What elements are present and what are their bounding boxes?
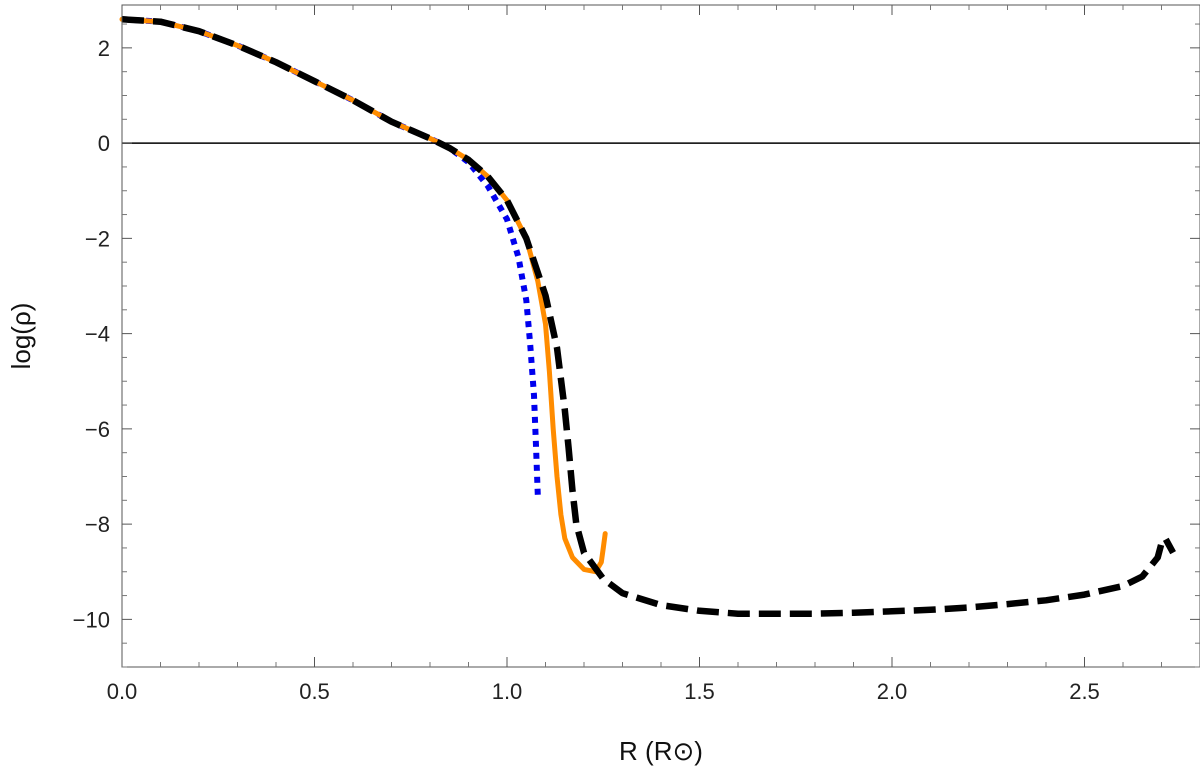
x-tick-label: 0.0 [107,679,138,704]
series-line-solid [119,16,608,575]
series-line-dashed [121,16,1176,617]
y-tick-label: −10 [73,607,110,632]
y-tick-label: 0 [98,131,110,156]
y-tick-label: 2 [98,36,110,61]
x-tick-label: 0.5 [299,679,330,704]
x-tick-label: 1.5 [684,679,715,704]
x-axis-label: R (R⊙) [619,736,703,766]
y-tick-label: −6 [85,417,110,442]
x-tick-label: 2.0 [877,679,908,704]
y-tick-label: −8 [85,512,110,537]
plot-frame [121,4,1200,668]
x-tick-label: 2.5 [1069,679,1100,704]
y-axis-label: log(ρ) [6,303,36,370]
y-tick-label: −4 [85,322,110,347]
x-tick-label: 1.0 [492,679,523,704]
y-tick-label: −2 [85,226,110,251]
